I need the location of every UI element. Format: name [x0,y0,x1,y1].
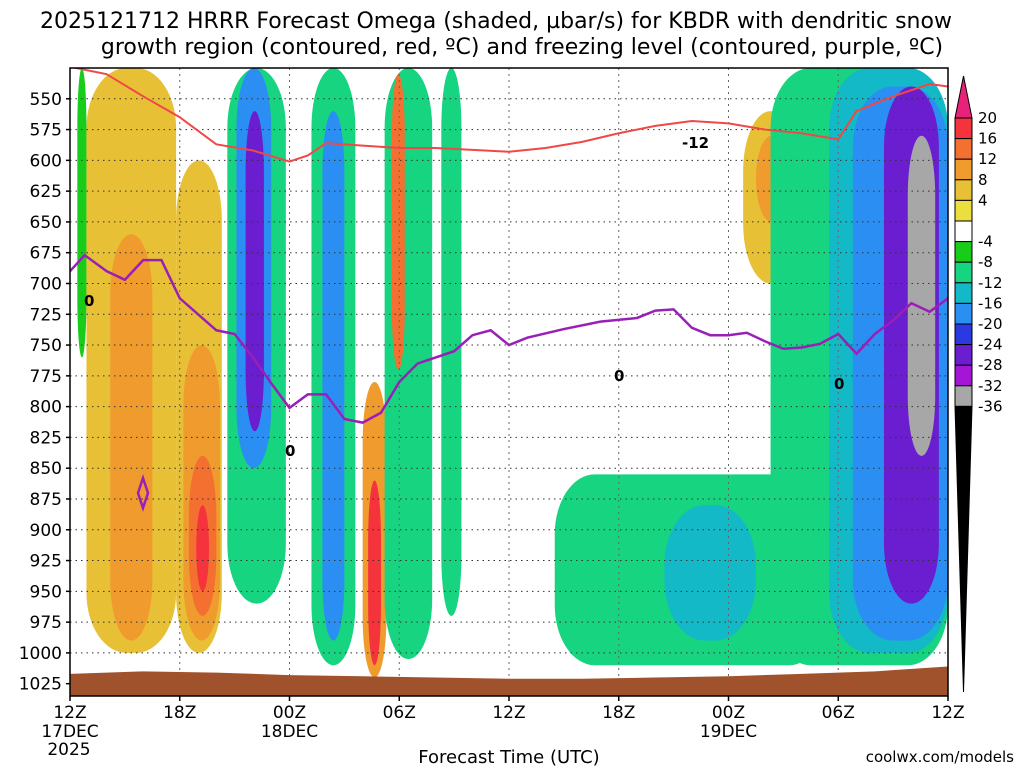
colorbar-label: 12 [978,150,997,168]
colorbar-label: -32 [978,377,1003,395]
colorbar-segment [954,261,973,284]
omega-region [441,68,462,616]
x-tick-label: 12Z [492,703,525,723]
y-tick-label: 675 [30,244,62,264]
freezing-contour-label: 0 [834,375,844,393]
x-tick-label: 06Z [383,703,416,723]
x-axis-label: Forecast Time (UTC) [418,747,599,768]
colorbar-segment [954,323,973,346]
colorbar-segment [954,220,973,243]
colorbar-bottom-arrow [954,405,973,693]
colorbar-label: -36 [978,397,1003,415]
colorbar-segment [954,302,973,325]
colorbar-segment [954,364,973,387]
omega-region [368,480,381,666]
omega-region [245,111,264,432]
colorbar-label: -8 [978,253,993,271]
colorbar-segment [954,282,973,304]
x-tick-label: 12Z [53,703,86,723]
x-tick-date-label: 18DEC [261,722,318,742]
plot-area [70,68,948,696]
freezing-level-contour [70,253,948,424]
colorbar-segment [954,199,973,222]
y-tick-label: 550 [30,90,62,110]
colorbar-label: -24 [978,336,1003,354]
omega-region [384,68,433,660]
y-tick-label: 925 [30,552,62,572]
freezing-contour-label: 0 [614,367,624,385]
freezing-level-closed-contour [136,474,150,512]
colorbar-label: 16 [978,130,997,148]
dgz-contour-label: -12 [682,134,709,152]
y-tick-label: 575 [30,121,62,141]
x-tick-date-label: 19DEC [700,722,757,742]
x-tick-label: 06Z [822,703,855,723]
x-tick-label: 12Z [931,703,964,723]
freezing-contour-label: 0 [285,442,295,460]
colorbar-segment [954,138,973,160]
freezing-contour-label: 0 [84,292,94,310]
omega-region [907,135,936,456]
omega-shading [77,68,948,678]
colorbar-segment [954,344,973,366]
y-tick-label: 800 [30,398,62,418]
colorbar-segment [954,179,973,201]
colorbar-label: 8 [978,171,988,189]
omega-region [664,505,756,641]
y-tick-label: 700 [30,274,62,294]
y-tick-label: 725 [30,305,62,325]
omega-region [391,74,405,370]
y-tick-label: 825 [30,428,62,448]
omega-region [322,111,345,641]
colorbar-segment [954,385,973,407]
colorbar-label: -12 [978,274,1003,292]
x-tick-year-label: 2025 [47,740,90,760]
y-tick-label: 900 [30,521,62,541]
y-tick-label: 975 [30,613,62,633]
chart-title-line-1: 2025121712 HRRR Forecast Omega (shaded, … [40,9,952,34]
colorbar-label: -20 [978,315,1003,333]
omega-region [196,505,210,592]
credit-text: coolwx.com/models [866,748,1014,766]
y-tick-label: 1025 [19,675,62,695]
y-tick-label: 600 [30,151,62,171]
colorbar-label: 20 [978,109,997,127]
terrain-fill [70,666,948,696]
colorbar-label: -4 [978,233,993,251]
colorbar-label: 4 [978,191,988,209]
grid-lines [70,68,948,696]
colorbar-segment [954,158,973,181]
colorbar-top-arrow [954,75,973,119]
y-tick-label: 650 [30,213,62,233]
x-tick-label: 18Z [602,703,635,723]
x-tick-label: 00Z [712,703,745,723]
colorbar-label: -16 [978,294,1003,312]
y-tick-label: 1000 [19,644,62,664]
y-tick-label: 950 [30,582,62,602]
y-axis: 550 575 600 625 650 675 700 725 750 775 800 825 850 8… [19,90,70,695]
colorbar-label: -28 [978,356,1003,374]
y-tick-label: 850 [30,459,62,479]
y-tick-label: 625 [30,182,62,202]
colorbar: 20 16 12 8 4 -4 -8 -12 -16 -20 -24 -28 -32 -36 [954,75,1003,693]
y-tick-label: 775 [30,367,62,387]
dgz-minus12-contour [71,68,948,163]
x-tick-label: 00Z [273,703,306,723]
chart-title-line-2: growth region (contoured, red, ºC) and f… [101,35,943,60]
y-tick-label: 875 [30,490,62,510]
x-tick-label: 18Z [163,703,196,723]
colorbar-segment [954,117,973,140]
omega-region [77,68,87,358]
colorbar-segment [954,241,973,263]
x-tick-date-label: 17DEC [41,722,98,742]
y-tick-label: 750 [30,336,62,356]
